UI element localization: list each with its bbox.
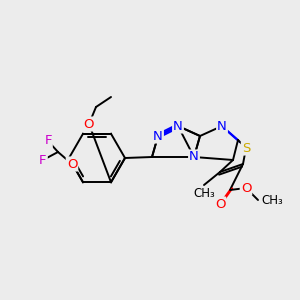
Text: F: F <box>39 154 47 166</box>
Text: F: F <box>44 134 52 148</box>
Text: CH₃: CH₃ <box>193 187 215 200</box>
Text: N: N <box>217 119 227 133</box>
Text: O: O <box>241 182 251 194</box>
Text: O: O <box>84 118 94 130</box>
Text: N: N <box>189 151 199 164</box>
Text: CH₃: CH₃ <box>261 194 283 206</box>
Text: N: N <box>153 130 163 142</box>
Text: S: S <box>242 142 250 154</box>
Text: N: N <box>173 119 183 133</box>
Text: O: O <box>67 158 77 170</box>
Text: O: O <box>215 197 225 211</box>
